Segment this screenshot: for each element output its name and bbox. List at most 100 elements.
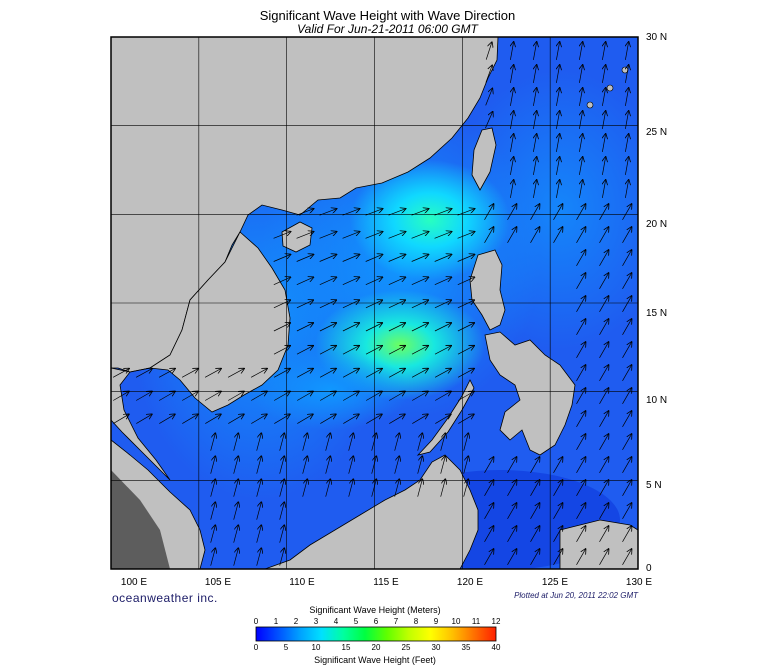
wave-arrow [530,480,540,496]
wave-arrow [348,479,354,497]
wave-arrow [553,503,563,519]
wave-arrow [417,479,423,497]
wave-arrow [158,369,175,378]
wave-arrow [625,134,628,152]
wave-arrow [411,346,428,355]
lon-label: 115 E [373,577,399,588]
wave-arrow [576,457,586,473]
wave-arrow [510,180,513,198]
wave-arrow [579,111,582,129]
wave-arrow [389,414,404,424]
wave-arrow [365,323,382,332]
wave-arrow [485,42,492,60]
wave-arrow [279,525,285,543]
wave-arrow [411,232,429,239]
colorbar-tick-feet: 15 [341,643,351,652]
wave-arrow [366,392,382,401]
wave-arrow [273,232,291,239]
wave-arrow [576,365,586,381]
wave-arrow [343,414,358,424]
wave-arrow [510,157,513,175]
wave-arrow [484,526,494,542]
wave-arrow [599,526,609,542]
wave-arrow [458,392,474,401]
wave-arrow [576,319,586,335]
wave-arrow [319,300,336,309]
wave-arrow [365,346,382,355]
wave-arrow [507,503,517,519]
wave-arrow [533,42,536,60]
wave-arrow [576,342,586,358]
wave-arrow [510,65,513,83]
wave-arrow [279,456,285,474]
wave-arrow [296,232,314,239]
wave-arrow [210,479,216,497]
wave-arrow [579,42,582,60]
wave-arrow [485,66,492,83]
wave-arrow [434,277,451,286]
wave-arrow [625,157,628,175]
wave-arrow [579,180,582,198]
wave-arrow [273,369,290,378]
wave-arrow [622,296,632,312]
wave-arrow [576,250,586,266]
colorbar [256,627,496,641]
wave-arrow [579,157,582,175]
wave-arrow [622,227,632,243]
wave-arrow [434,323,451,332]
wave-arrow [325,456,331,474]
wave-arrow [342,300,359,309]
wave-arrow [457,209,475,216]
wave-arrow [273,346,290,355]
wave-arrow [533,65,536,83]
wave-arrow [320,414,335,424]
wave-arrow [182,392,198,401]
wave-arrow [233,433,239,451]
wave-arrow [342,255,360,262]
wave-arrow [325,479,331,497]
wave-arrow [622,204,632,220]
wave-arrow [342,369,359,378]
wave-arrow [622,342,632,358]
wave-arrow [602,111,605,129]
wave-arrow [342,346,359,355]
wave-arrow [622,388,632,404]
wave-arrow [576,273,586,289]
wave-arrow [553,480,563,496]
chart-subtitle: Valid For Jun-21-2011 06:00 GMT [297,22,478,36]
wave-arrow [302,479,308,497]
wave-arrow [507,204,517,220]
wave-arrow [599,296,609,312]
wave-arrow [256,433,262,451]
wave-arrow [136,392,152,401]
lon-label: 120 E [456,577,484,588]
map-frame [110,36,639,570]
wave-arrow [365,255,383,262]
wave-arrow [484,480,494,496]
wave-arrow [365,300,382,309]
wave-arrow [556,111,559,129]
land-indochina [111,231,291,481]
wave-arrow [457,323,474,332]
plotted-timestamp: Plotted at Jun 20, 2011 22:02 GMT [514,591,638,600]
wave-arrow [556,42,559,60]
wave-arrow [348,456,354,474]
wave-arrow [457,300,474,309]
wave-arrow [599,480,609,496]
wave-arrow [510,88,513,106]
land-sumatra [111,470,170,569]
colorbar-tick-meters: 1 [273,617,279,626]
wave-direction-arrows [112,42,632,566]
wave-arrow [530,526,540,542]
wave-arrow [434,209,452,216]
wave-arrow [274,392,290,401]
colorbar-tick-meters: 8 [413,617,419,626]
wave-arrow [159,392,175,401]
wave-arrow [576,296,586,312]
lat-label: 25 N [646,127,668,138]
lon-label: 105 E [204,577,232,588]
wave-arrow [365,277,382,286]
wave-arrow [412,392,428,401]
wave-arrow [296,346,313,355]
wave-arrow [388,255,406,262]
